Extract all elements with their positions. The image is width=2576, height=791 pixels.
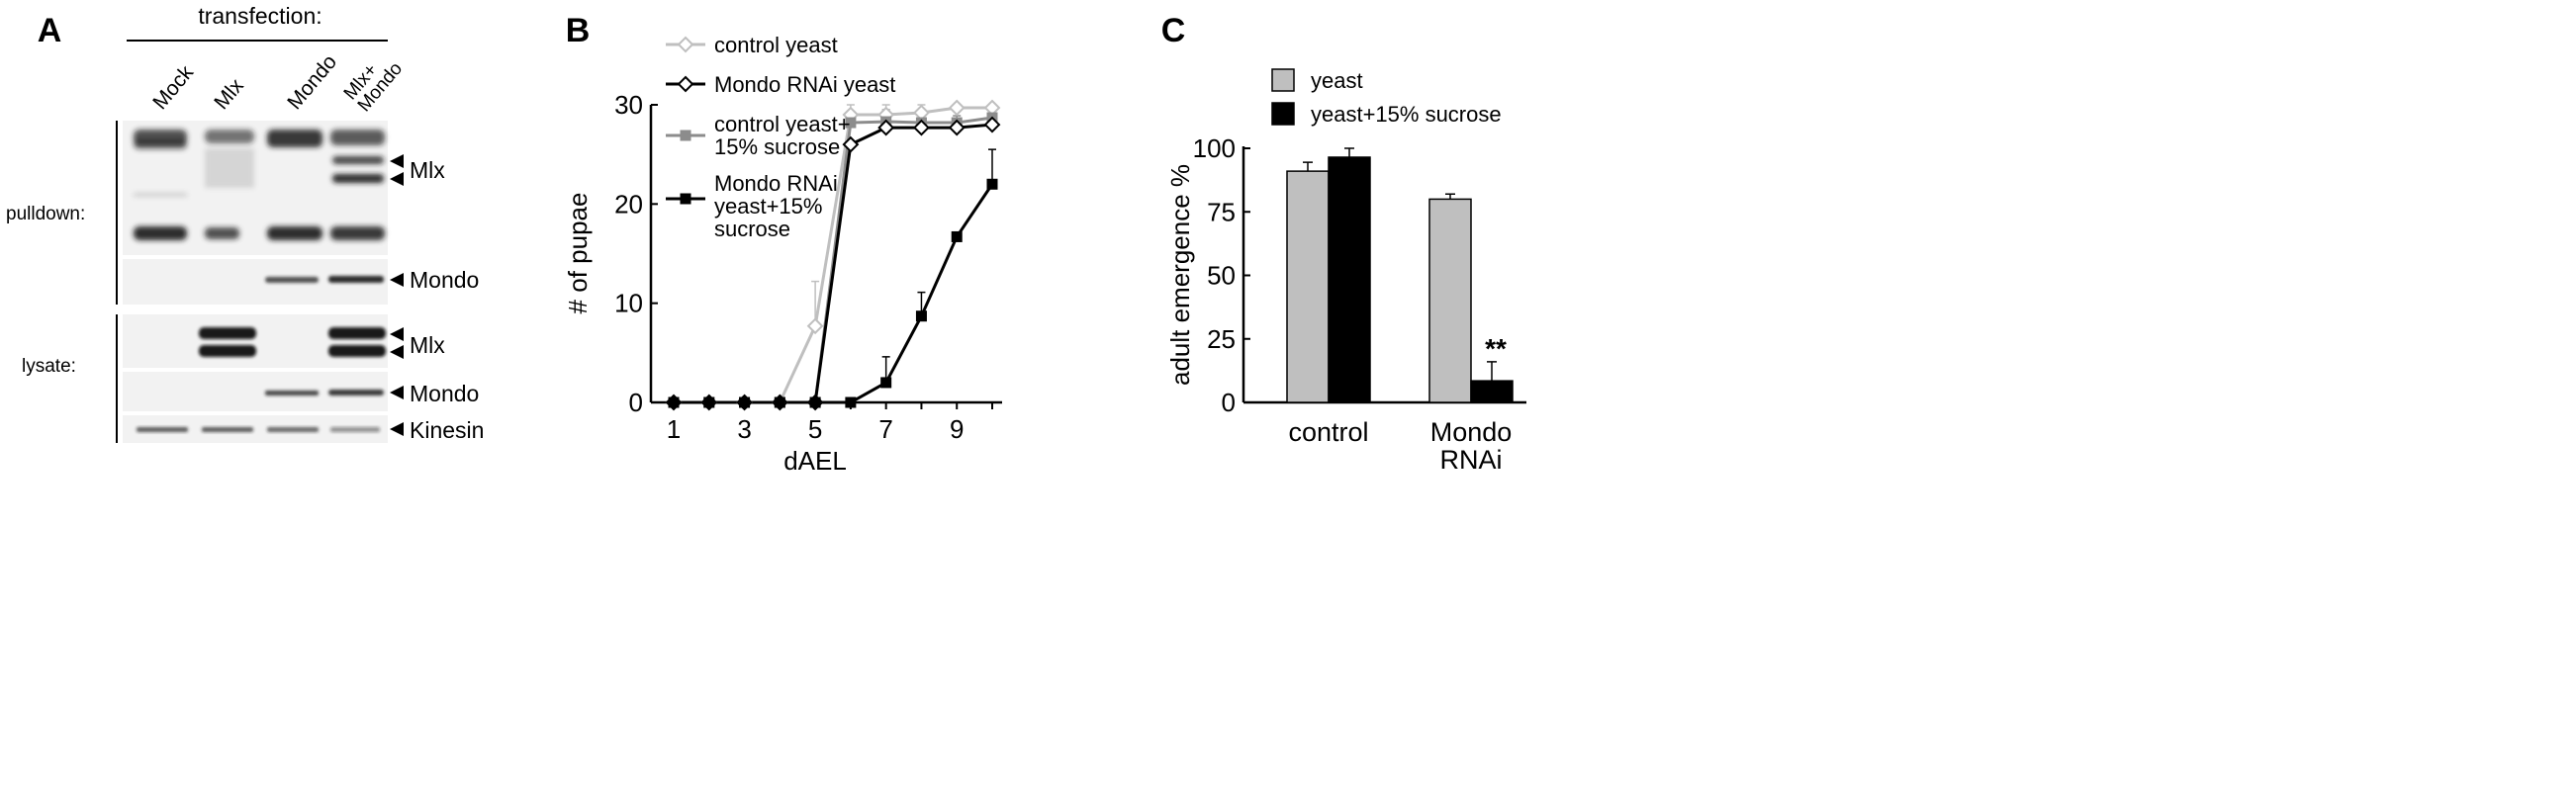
legend-label: yeast+15% <box>714 194 822 219</box>
y-tick-label: 20 <box>614 189 643 219</box>
data-point <box>809 396 821 408</box>
data-point <box>948 99 966 117</box>
arrow-ly-mlx-upper <box>390 327 404 341</box>
pulldown-label: pulldown: <box>6 204 85 224</box>
band-label-pd-mondo: Mondo <box>410 267 479 293</box>
band-label-ly-mlx: Mlx <box>410 332 445 358</box>
y-tick-label: 25 <box>1207 324 1236 354</box>
blot-lysate-mondo <box>123 372 388 411</box>
legend-label: Mondo RNAi <box>714 171 838 196</box>
panel-c-letter: C <box>1161 12 1186 49</box>
legend-swatch <box>1271 68 1295 92</box>
band-label-ly-kinesin: Kinesin <box>410 417 484 443</box>
bar <box>1286 170 1330 403</box>
y-tick-label: 100 <box>1193 133 1236 163</box>
legend-label: sucrose <box>714 217 790 241</box>
panel-b: B 0 10 20 30 1 3 5 7 9 dAEL # of pupae control yeas… <box>563 12 1002 476</box>
legend-label: control yeast+ <box>714 112 851 136</box>
data-point <box>986 178 998 190</box>
x-tick-label: 3 <box>737 414 751 444</box>
bar <box>1328 156 1371 403</box>
band-label-ly-mondo: Mondo <box>410 381 479 406</box>
legend-label: yeast+15% sucrose <box>1311 102 1502 127</box>
line-chart: 0 10 20 30 1 3 5 7 9 dAEL # of pupae control yeast M… <box>563 33 1002 476</box>
lane-labels: Mock Mlx Mondo Mlx+ Mondo <box>148 50 407 116</box>
x-tick-label: 9 <box>950 414 964 444</box>
data-point <box>668 396 680 408</box>
y-tick-label: 75 <box>1207 197 1236 226</box>
legend-label: 15% sucrose <box>714 134 840 159</box>
category-label: RNAi <box>1439 445 1502 475</box>
legend-swatch <box>1271 102 1295 126</box>
x-axis-label: dAEL <box>783 446 847 476</box>
data-point <box>806 317 824 335</box>
data-point <box>739 396 751 408</box>
bar <box>1428 198 1472 403</box>
data-point <box>983 116 1001 133</box>
x-tick-label: 5 <box>808 414 822 444</box>
category-label: Mondo <box>1430 417 1513 447</box>
legend-marker <box>680 130 691 141</box>
bar <box>1470 380 1514 403</box>
data-point <box>703 396 715 408</box>
data-point <box>845 117 857 129</box>
blot-lysate-mlx <box>123 314 388 368</box>
blot-pulldown-mondo <box>123 259 388 305</box>
legend-marker <box>677 36 694 53</box>
legend-marker <box>677 75 694 93</box>
arrow-pd-mondo <box>390 273 404 287</box>
series-line <box>674 183 994 404</box>
y-tick-label: 10 <box>614 289 643 318</box>
data-point <box>774 396 785 408</box>
y-axis-label: # of pupae <box>563 193 593 314</box>
blot-pulldown-mlx <box>123 121 388 255</box>
blot-lysate-kinesin <box>123 415 388 443</box>
panel-a-letter: A <box>38 12 62 49</box>
arrow-ly-mondo <box>390 386 404 399</box>
y-tick-label: 0 <box>629 388 643 417</box>
data-point <box>842 135 860 153</box>
data-point <box>915 310 927 322</box>
panel-a: A transfection: Mock Mlx Mondo Mlx+ Mond… <box>6 3 484 443</box>
data-point <box>948 119 966 136</box>
data-point <box>845 396 857 408</box>
figure: A transfection: Mock Mlx Mondo Mlx+ Mond… <box>0 0 1543 476</box>
y-tick-label: 50 <box>1207 261 1236 291</box>
legend-marker <box>680 193 691 205</box>
x-tick-label: 7 <box>878 414 892 444</box>
y-tick-label: 30 <box>614 90 643 120</box>
data-point <box>913 119 930 136</box>
legend-label: yeast <box>1311 68 1363 93</box>
y-axis-label: adult emergence % <box>1165 164 1195 386</box>
lane-label-mlx: Mlx <box>210 74 248 114</box>
arrow-pd-mlx-lower <box>390 172 404 186</box>
y-tick-label: 0 <box>1222 388 1236 417</box>
x-tick-label: 1 <box>667 414 681 444</box>
panel-b-letter: B <box>566 12 591 49</box>
category-label: control <box>1288 417 1368 447</box>
band-markers: Mlx Mondo Mlx Mondo Kinesin <box>390 154 484 443</box>
significance-mark: ** <box>1485 333 1507 364</box>
data-point <box>877 119 895 136</box>
series-line <box>674 116 993 404</box>
legend-label: control yeast <box>714 33 838 57</box>
band-label-pd-mlx: Mlx <box>410 157 445 183</box>
transfection-header: transfection: <box>198 3 322 29</box>
lysate-label: lysate: <box>22 356 76 377</box>
arrow-ly-kinesin <box>390 422 404 436</box>
figure-canvas: A transfection: Mock Mlx Mondo Mlx+ Mond… <box>6 3 1526 476</box>
lane-label-mock: Mock <box>148 61 198 115</box>
data-point <box>951 230 963 242</box>
arrow-pd-mlx-upper <box>390 154 404 168</box>
legend-label: Mondo RNAi yeast <box>714 72 895 97</box>
data-point <box>880 377 892 389</box>
lane-label-mondo: Mondo <box>283 50 341 114</box>
arrow-ly-mlx-lower <box>390 345 404 359</box>
